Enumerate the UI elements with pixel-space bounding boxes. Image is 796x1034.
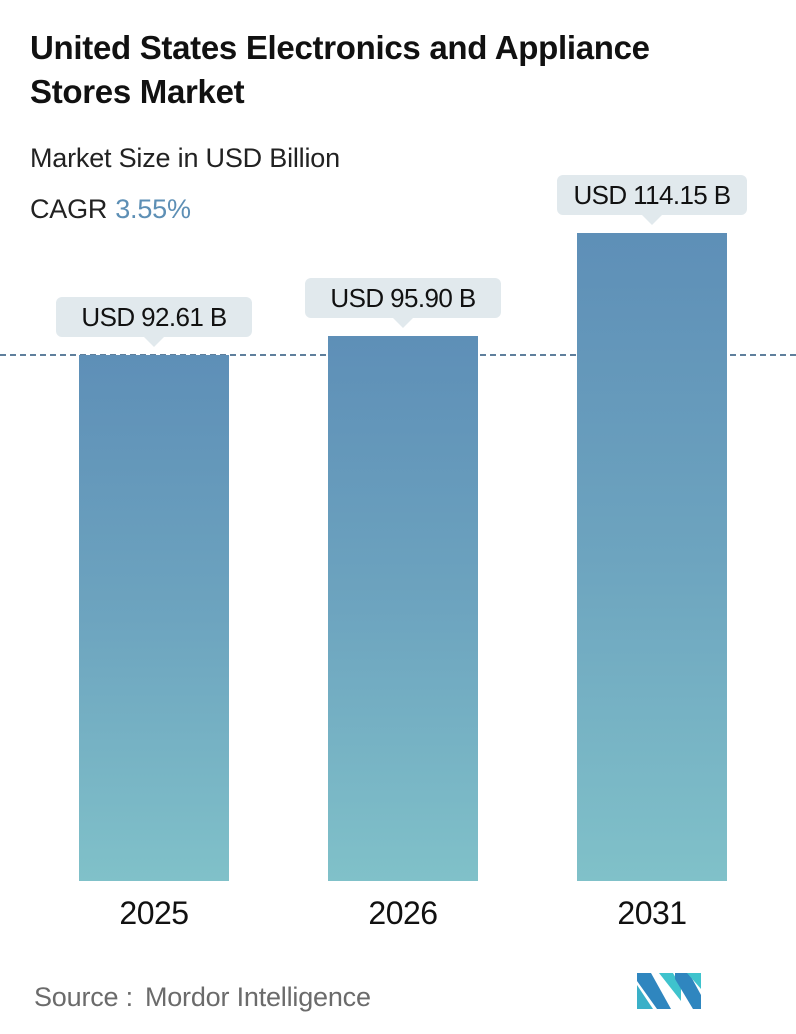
cagr-line: CAGR 3.55% xyxy=(30,192,191,226)
mordor-intelligence-logo-icon xyxy=(637,973,701,1009)
value-label-2026: USD 95.90 B xyxy=(305,278,501,329)
source-caption: Source : Mordor Intelligence xyxy=(34,980,371,1014)
x-tick-2025: 2025 xyxy=(119,895,189,931)
cagr-label: CAGR xyxy=(30,194,108,224)
x-tick-2026: 2026 xyxy=(368,895,438,931)
cagr-value: 3.55% xyxy=(115,194,191,224)
bar-2026 xyxy=(328,336,478,881)
bar-2031 xyxy=(577,232,727,881)
x-tick-2031: 2031 xyxy=(617,895,687,931)
bar-2025 xyxy=(79,354,229,881)
value-label-2031: USD 114.15 B xyxy=(557,174,747,225)
chart-subtitle: Market Size in USD Billion xyxy=(30,143,340,173)
source-name: Mordor Intelligence xyxy=(144,982,371,1012)
chart-title: United States Electronics and Appliance … xyxy=(30,29,650,110)
value-label-2025: USD 92.61 B xyxy=(56,296,252,347)
source-label: Source : xyxy=(34,982,133,1012)
